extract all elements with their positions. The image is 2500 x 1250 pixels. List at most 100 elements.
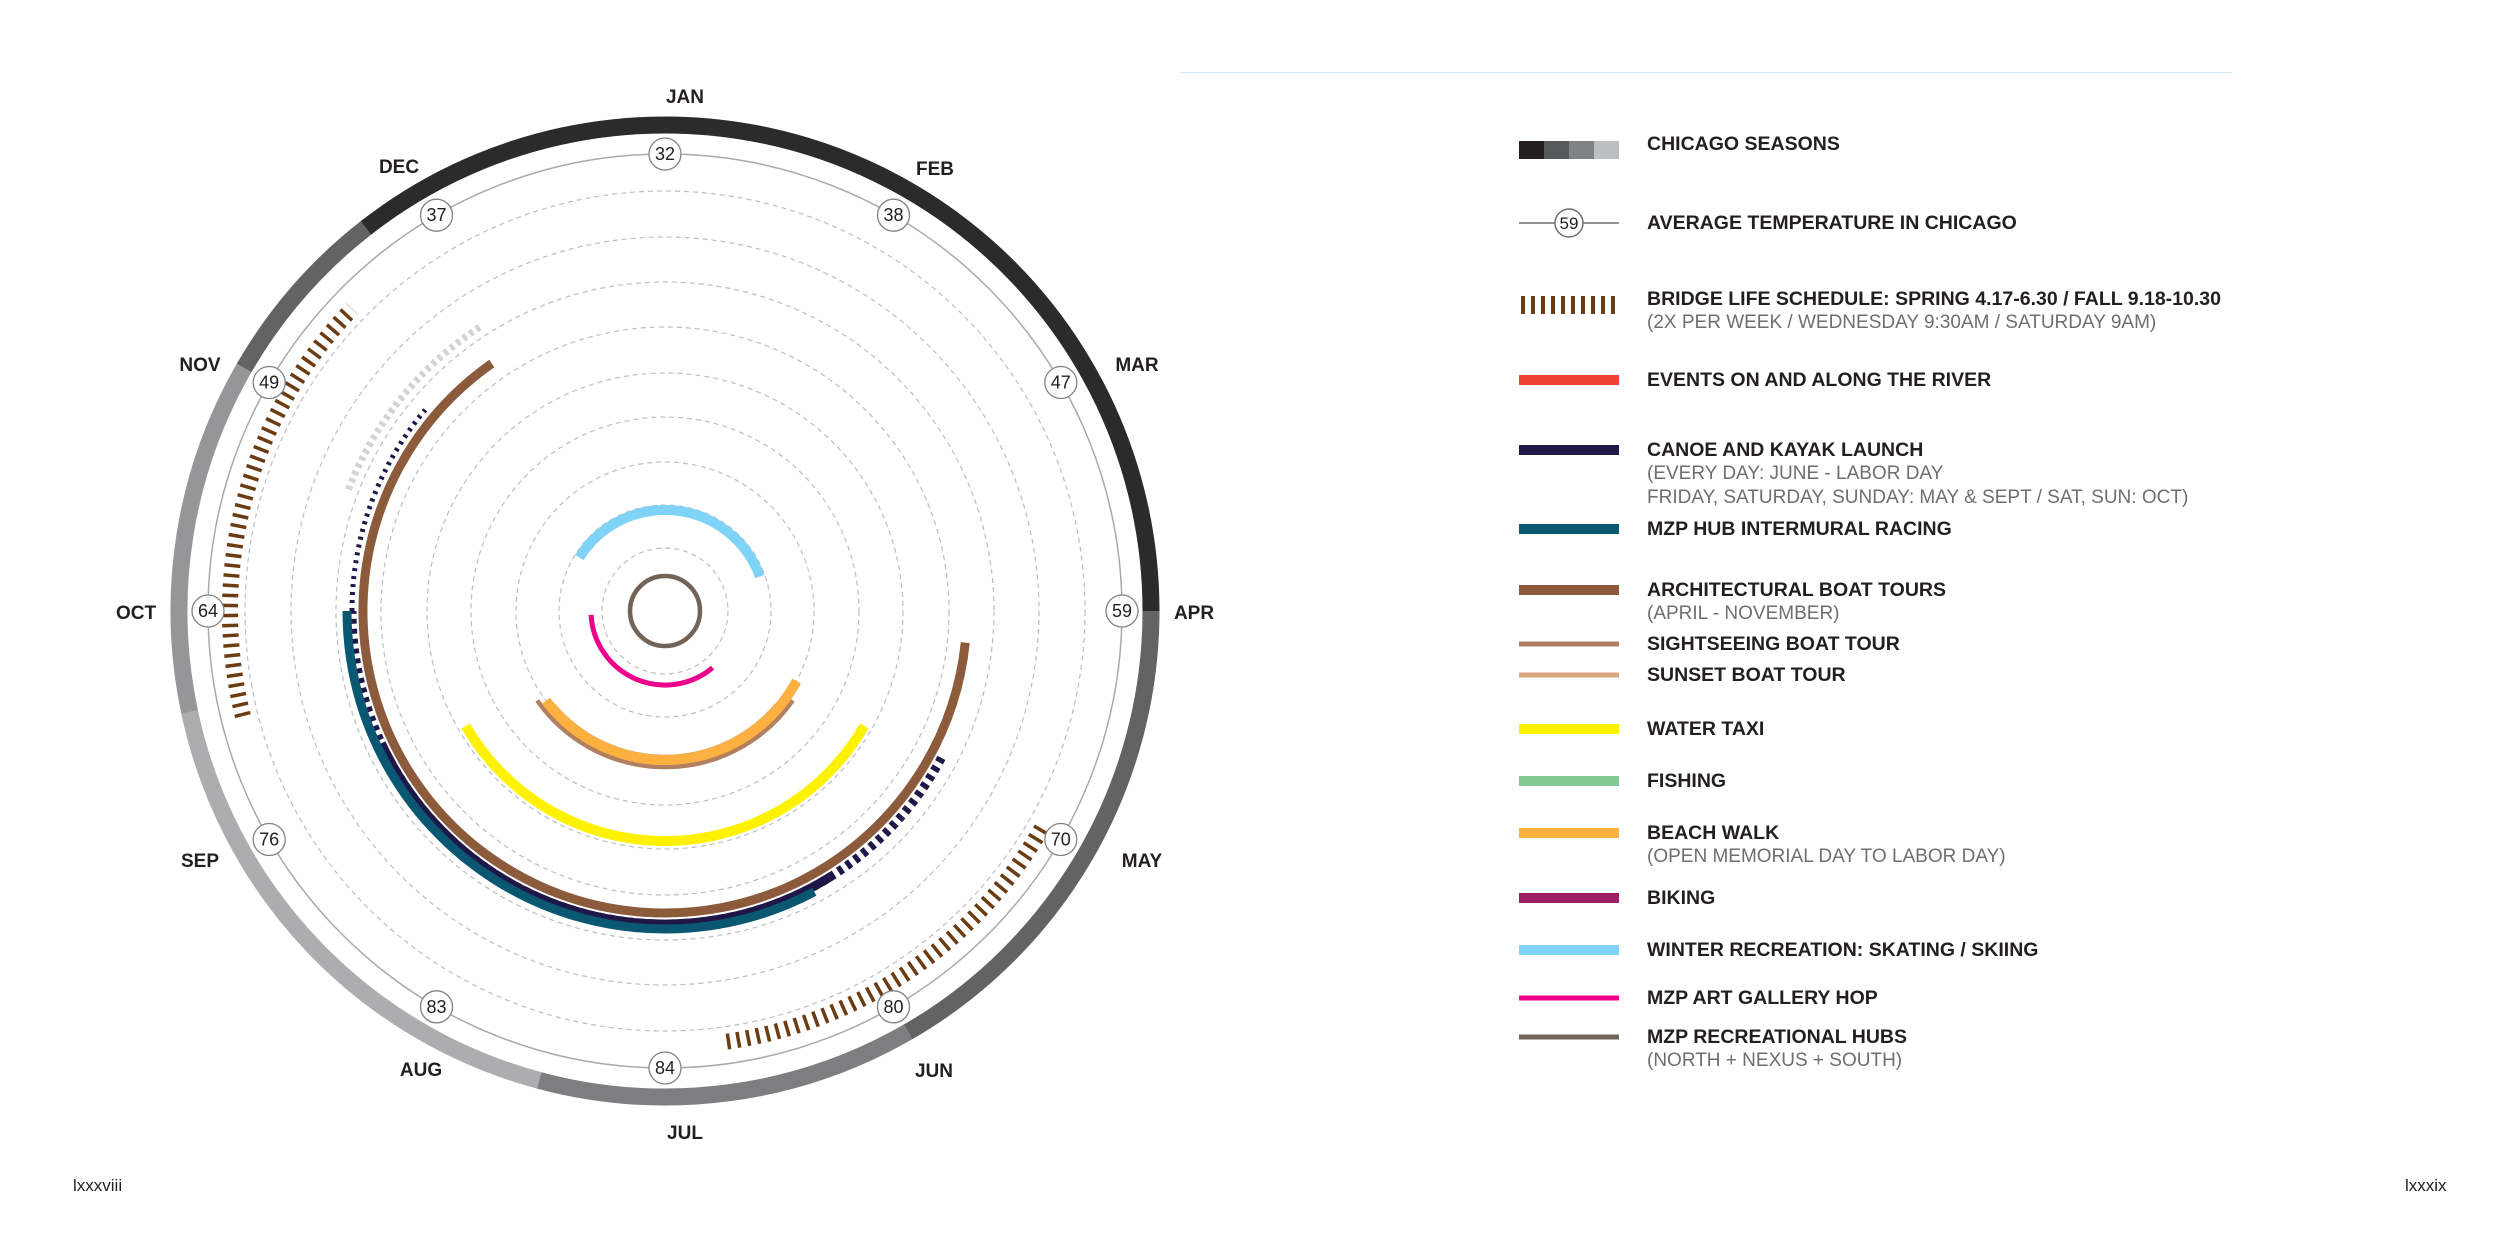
- grid-ring: [380, 326, 950, 896]
- canoe-arc: [349, 408, 428, 612]
- temperature-marker: [648, 1051, 682, 1085]
- temperature-marker: [876, 198, 911, 232]
- legend-title: ARCHITECTURAL BOAT TOURS: [1647, 579, 1946, 601]
- legend-subtitle: (EVERY DAY: JUNE - LABOR DAY: [1647, 463, 1944, 484]
- month-label-mar: MAR: [1115, 355, 1159, 376]
- grid-ring: [601, 547, 729, 675]
- legend-subtitle: (APRIL - NOVEMBER): [1647, 603, 1840, 624]
- month-label-jun: JUN: [915, 1061, 953, 1082]
- season-segment: [181, 710, 542, 1089]
- page-number-right: lxxxix: [2405, 1176, 2447, 1195]
- legend-subtitle: (OPEN MEMORIAL DAY TO LABOR DAY): [1647, 846, 2006, 867]
- legend-title: SIGHTSEEING BOAT TOUR: [1647, 633, 1900, 655]
- temperature-swatch: 59: [1519, 208, 1619, 238]
- temperature-value: 70: [1051, 830, 1071, 850]
- off-season-arc: [345, 323, 483, 491]
- grid-ring: [335, 281, 995, 941]
- beach-arc: [542, 678, 802, 766]
- grid-ring: [290, 236, 1040, 986]
- month-label-nov: NOV: [179, 355, 221, 376]
- grid-ring: [515, 461, 815, 761]
- month-label-may: MAY: [1122, 851, 1163, 872]
- month-label-oct: OCT: [116, 603, 157, 624]
- sightseeing-swatch: [1519, 641, 1619, 647]
- legend-title: EVENTS ON AND ALONG THE RIVER: [1647, 369, 1992, 391]
- activity-arcs: [222, 303, 1049, 1050]
- legend-subtitle: (2X PER WEEK / WEDNESDAY 9:30AM / SATURD…: [1647, 312, 2157, 333]
- month-label-dec: DEC: [379, 157, 419, 178]
- hubs-swatch: [1519, 1034, 1619, 1040]
- sightseeing-arc: [535, 699, 795, 770]
- legend-title: SUNSET BOAT TOUR: [1647, 664, 1846, 686]
- bridge-swatch: [1521, 296, 1619, 314]
- month-labels: JAN FEB MAR APR MAY JUN JUL AUG SEP OCT NOV DEC: [116, 87, 1214, 1144]
- temperature-marker: [876, 990, 911, 1024]
- temperature-value: 32: [655, 144, 675, 164]
- winter-arc: [575, 505, 765, 579]
- temperature-marker: [1044, 365, 1078, 400]
- sunset-arc: [551, 703, 779, 760]
- arch-arc: [358, 359, 970, 918]
- month-label-apr: APR: [1174, 603, 1214, 624]
- season-segment: [903, 610, 1160, 1040]
- arch-tours-swatch: [1519, 585, 1619, 595]
- season-ring: [170, 116, 1160, 1106]
- temperature-value: 84: [655, 1058, 675, 1078]
- grid-ring: [244, 190, 1086, 1032]
- season-segment: [360, 116, 1160, 612]
- season-segment: [236, 221, 372, 373]
- activity-calendar-wheel: JAN FEB MAR APR MAY JUN JUL AUG SEP OCT NOV DEC 32 3…: [116, 87, 1214, 1144]
- gallery-arc: [588, 614, 715, 688]
- temperature-marker: [252, 365, 286, 400]
- top-divider-line: [1180, 72, 2232, 73]
- water-taxi-swatch: [1519, 724, 1619, 734]
- month-label-sep: SEP: [181, 851, 219, 872]
- bridge-arc: [724, 824, 1049, 1050]
- temperature-marker: [419, 990, 454, 1024]
- legend-title: WINTER RECREATION: SKATING / SKIING: [1647, 939, 2039, 961]
- season-segment: [537, 1024, 913, 1106]
- biking-swatch: [1519, 893, 1619, 903]
- month-label-jul: JUL: [667, 1123, 703, 1144]
- legend-title: MZP ART GALLERY HOP: [1647, 987, 1878, 1009]
- seasons-swatch: [1519, 141, 1619, 159]
- bridge-arc: [222, 303, 358, 719]
- temperature-value: 83: [426, 997, 446, 1017]
- mzp-racing-swatch: [1519, 524, 1619, 534]
- temperature-sample: 59: [1560, 214, 1579, 233]
- legend-title: BIKING: [1647, 887, 1716, 909]
- temperature-marker: [252, 822, 286, 857]
- temperature-markers: 32 38 47 59 70 80 84 83 76 64 49 37: [191, 137, 1139, 1085]
- temperature-value: 64: [198, 601, 218, 621]
- grid-ring: [426, 372, 904, 850]
- grid-ring: [470, 416, 860, 806]
- temperature-marker: [648, 137, 682, 171]
- temperature-value: 80: [883, 997, 903, 1017]
- legend-title: MZP HUB INTERMURAL RACING: [1647, 518, 1952, 540]
- temperature-value: 76: [259, 830, 279, 850]
- legend-title: AVERAGE TEMPERATURE IN CHICAGO: [1647, 212, 2017, 234]
- mzp-racing-arc: [342, 610, 817, 934]
- month-label-jan: JAN: [666, 87, 704, 108]
- legend-title: WATER TAXI: [1647, 718, 1765, 740]
- season-segment: [170, 363, 252, 714]
- canoe-arc: [377, 741, 834, 929]
- mzp-hubs-circle: [627, 573, 703, 649]
- legend-title: CANOE AND KAYAK LAUNCH: [1647, 439, 1924, 461]
- fishing-swatch: [1519, 776, 1619, 786]
- legend-title: FISHING: [1647, 770, 1727, 792]
- temperature-marker: [419, 198, 454, 232]
- temperature-value: 47: [1051, 373, 1071, 393]
- winter-swatch: [1519, 945, 1619, 955]
- legend-subtitle: FRIDAY, SATURDAY, SUNDAY: MAY & SEPT / S…: [1647, 486, 2189, 508]
- month-label-feb: FEB: [916, 159, 954, 180]
- legend-title: BEACH WALK: [1647, 822, 1780, 844]
- temperature-marker: [1105, 594, 1139, 628]
- water-taxi-arc: [461, 723, 869, 846]
- page-number-left: lxxxviii: [73, 1176, 123, 1195]
- sunset-swatch: [1519, 672, 1619, 678]
- month-label-aug: AUG: [400, 1060, 442, 1081]
- temperature-marker: [1044, 822, 1078, 857]
- temperature-value: 37: [426, 205, 446, 225]
- canoe-swatch: [1519, 445, 1619, 455]
